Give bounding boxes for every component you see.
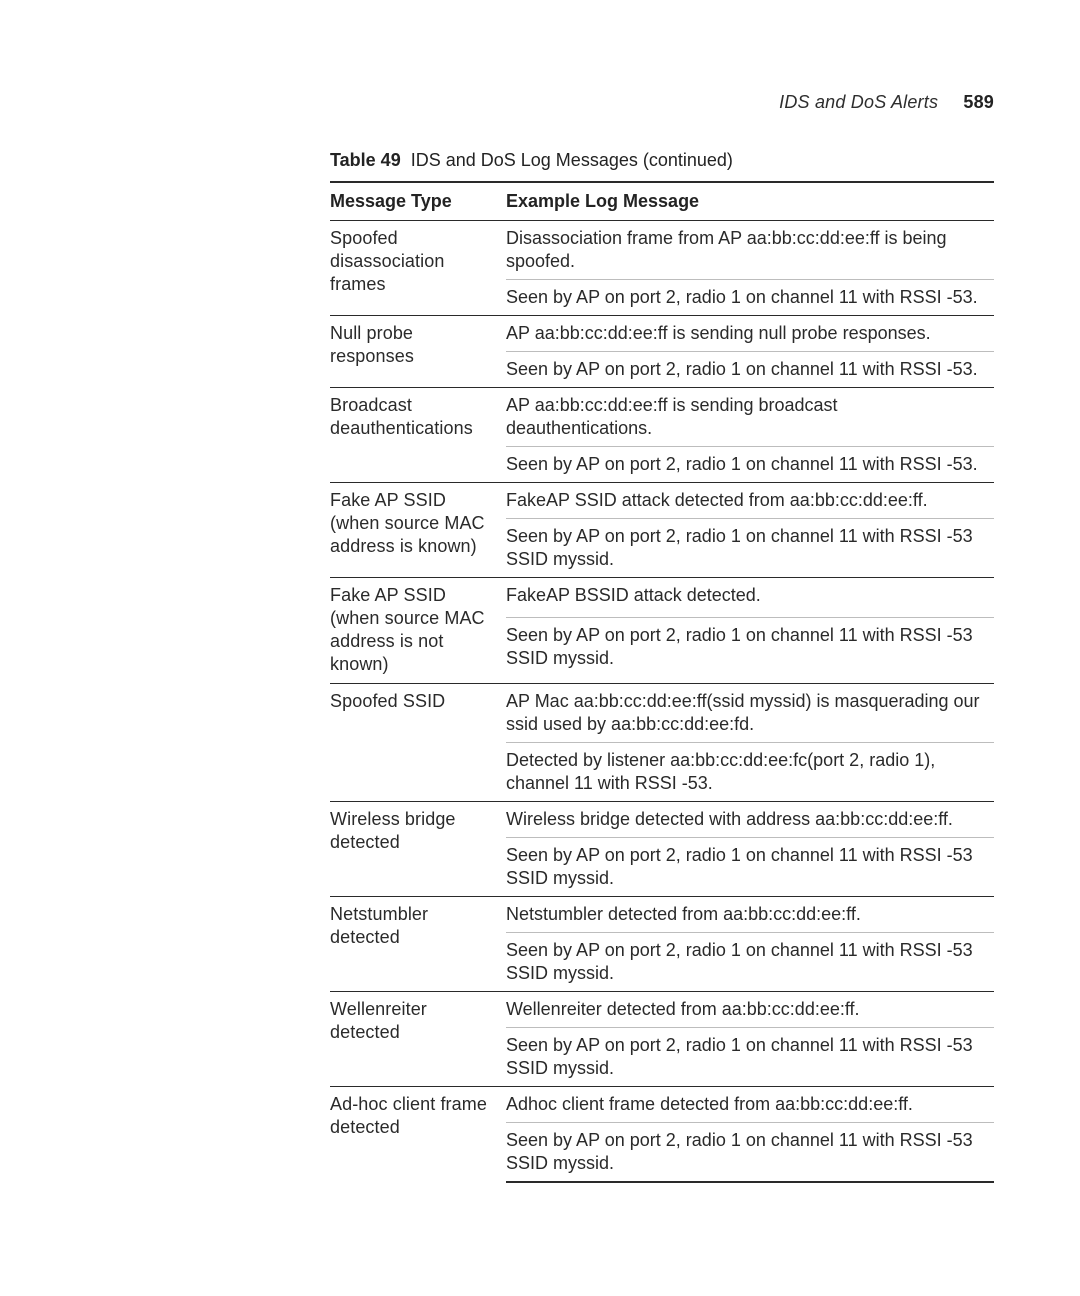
table-title: IDS and DoS Log Messages (continued) bbox=[411, 150, 733, 170]
cell-example-log: Detected by listener aa:bb:cc:dd:ee:fc(p… bbox=[506, 742, 994, 801]
cell-example-log: Seen by AP on port 2, radio 1 on channel… bbox=[506, 280, 994, 316]
table-row: Null probe responsesAP aa:bb:cc:dd:ee:ff… bbox=[330, 316, 994, 352]
table-row: Netstumbler detectedNetstumbler detected… bbox=[330, 896, 994, 932]
cell-message-type: Broadcast deauthentications bbox=[330, 388, 506, 483]
cell-example-log: AP Mac aa:bb:cc:dd:ee:ff(ssid myssid) is… bbox=[506, 683, 994, 742]
cell-message-type: Spoofed SSID bbox=[330, 683, 506, 801]
cell-example-log: Netstumbler detected from aa:bb:cc:dd:ee… bbox=[506, 896, 994, 932]
cell-example-log: FakeAP SSID attack detected from aa:bb:c… bbox=[506, 483, 994, 519]
table-body: Spoofed disassociation framesDisassociat… bbox=[330, 221, 994, 1182]
cell-message-type: Netstumbler detected bbox=[330, 896, 506, 991]
cell-example-log: Seen by AP on port 2, radio 1 on channel… bbox=[506, 519, 994, 578]
table-row: Ad-hoc client frame detectedAdhoc client… bbox=[330, 1086, 994, 1122]
col-header-message-type: Message Type bbox=[330, 182, 506, 221]
cell-example-log: Seen by AP on port 2, radio 1 on channel… bbox=[506, 837, 994, 896]
cell-message-type: Wireless bridge detected bbox=[330, 801, 506, 896]
cell-message-type: Fake AP SSID (when source MAC address is… bbox=[330, 578, 506, 683]
table-row: Fake AP SSID (when source MAC address is… bbox=[330, 483, 994, 519]
cell-example-log: Wireless bridge detected with address aa… bbox=[506, 801, 994, 837]
table-row: Fake AP SSID (when source MAC address is… bbox=[330, 578, 994, 618]
cell-message-type: Fake AP SSID (when source MAC address is… bbox=[330, 483, 506, 578]
cell-example-log: FakeAP BSSID attack detected. bbox=[506, 578, 994, 618]
table-caption: Table 49 IDS and DoS Log Messages (conti… bbox=[330, 150, 994, 171]
col-header-example-log: Example Log Message bbox=[506, 182, 994, 221]
cell-example-log: Adhoc client frame detected from aa:bb:c… bbox=[506, 1086, 994, 1122]
cell-message-type: Wellenreiter detected bbox=[330, 991, 506, 1086]
table-label: Table 49 bbox=[330, 150, 401, 170]
cell-example-log: AP aa:bb:cc:dd:ee:ff is sending null pro… bbox=[506, 316, 994, 352]
table-row: Broadcast deauthenticationsAP aa:bb:cc:d… bbox=[330, 388, 994, 447]
cell-example-log: Disassociation frame from AP aa:bb:cc:dd… bbox=[506, 221, 994, 280]
cell-example-log: Wellenreiter detected from aa:bb:cc:dd:e… bbox=[506, 991, 994, 1027]
table-row: Wellenreiter detectedWellenreiter detect… bbox=[330, 991, 994, 1027]
cell-example-log: Seen by AP on port 2, radio 1 on channel… bbox=[506, 447, 994, 483]
cell-message-type: Ad-hoc client frame detected bbox=[330, 1086, 506, 1182]
table-row: Spoofed disassociation framesDisassociat… bbox=[330, 221, 994, 280]
cell-message-type: Spoofed disassociation frames bbox=[330, 221, 506, 316]
cell-example-log: Seen by AP on port 2, radio 1 on channel… bbox=[506, 1027, 994, 1086]
cell-example-log: Seen by AP on port 2, radio 1 on channel… bbox=[506, 352, 994, 388]
cell-example-log: Seen by AP on port 2, radio 1 on channel… bbox=[506, 618, 994, 683]
log-messages-table: Message Type Example Log Message Spoofed… bbox=[330, 181, 994, 1183]
cell-message-type: Null probe responses bbox=[330, 316, 506, 388]
cell-example-log: Seen by AP on port 2, radio 1 on channel… bbox=[506, 932, 994, 991]
table-row: Wireless bridge detectedWireless bridge … bbox=[330, 801, 994, 837]
cell-example-log: Seen by AP on port 2, radio 1 on channel… bbox=[506, 1122, 994, 1182]
table-row: Spoofed SSIDAP Mac aa:bb:cc:dd:ee:ff(ssi… bbox=[330, 683, 994, 742]
page-number: 589 bbox=[963, 92, 994, 112]
section-title: IDS and DoS Alerts bbox=[779, 92, 938, 112]
running-header: IDS and DoS Alerts 589 bbox=[779, 92, 994, 113]
cell-example-log: AP aa:bb:cc:dd:ee:ff is sending broadcas… bbox=[506, 388, 994, 447]
